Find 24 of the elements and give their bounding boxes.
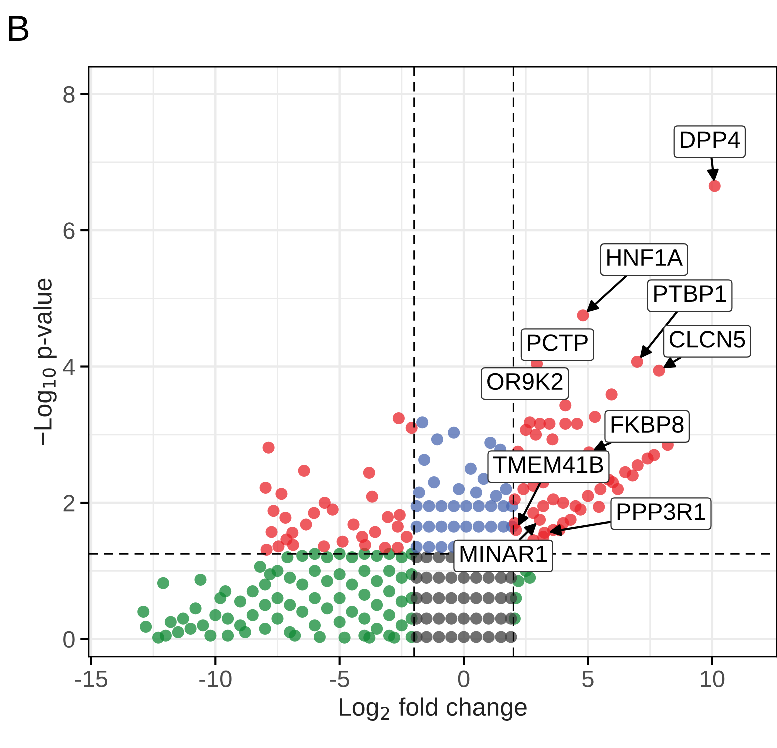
annotation: TMEM41B bbox=[494, 456, 604, 474]
y-tick-label: 4 bbox=[63, 359, 76, 376]
y-tick-label: 0 bbox=[64, 631, 75, 648]
annotation: DPP4 bbox=[681, 132, 740, 148]
y-tick-label: 6 bbox=[64, 222, 75, 240]
annotation: HNF1A bbox=[608, 250, 684, 266]
annotation: PTBP1 bbox=[654, 286, 726, 302]
x-tick-label: -5 bbox=[330, 671, 350, 688]
y-tick-label: 2 bbox=[64, 495, 75, 512]
x-tick-label: 10 bbox=[701, 670, 725, 688]
chart-title: B bbox=[9, 16, 29, 41]
x-tick-label: 0 bbox=[458, 670, 470, 688]
x-tick-label: -10 bbox=[200, 670, 232, 688]
annotation: CLCN5 bbox=[670, 331, 746, 348]
x-tick-label: 5 bbox=[582, 671, 594, 688]
x-tick-label: -15 bbox=[75, 671, 108, 688]
annotation: PCTP bbox=[528, 334, 588, 352]
annotation: FKBP8 bbox=[612, 416, 684, 434]
y-tick-label: 8 bbox=[64, 86, 75, 104]
annotation: MINAR1 bbox=[460, 546, 547, 562]
annotation: OR9K2 bbox=[488, 373, 563, 390]
annotation: PPP3R1 bbox=[618, 504, 706, 520]
x-axis-title: Log$_{2}$ fold change bbox=[340, 698, 527, 722]
y-axis-title: −Log$_{10}$ p-value bbox=[34, 278, 57, 446]
